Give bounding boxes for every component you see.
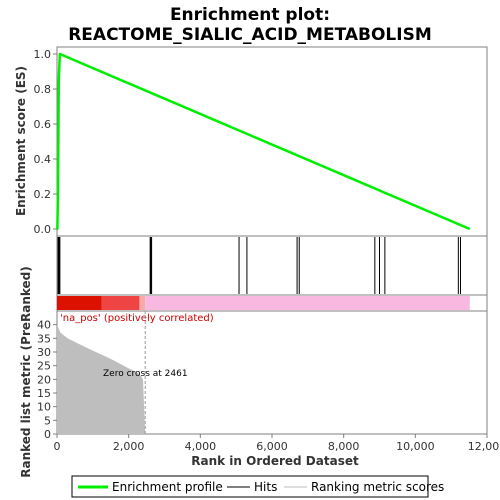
hits-panel [56,235,488,296]
x-axis: 0 2,000 4,000 6,000 8,000 10,000 12,000 [54,434,500,453]
x-tick-label: 6,000 [256,440,288,453]
color-bar-segment [145,296,470,310]
ranking-color-bar [57,296,470,310]
x-tick-label: 4,000 [185,440,217,453]
es-tick-label: 0.0 [34,223,52,236]
es-tick-label: 1.0 [34,48,52,61]
color-bar-segment [101,296,140,310]
legend-enrichment-label: Enrichment profile [112,480,223,494]
ranked-metric-area [57,324,146,434]
es-axis: 0.0 0.2 0.4 0.6 0.8 1.0 [34,48,57,236]
x-tick-label: 2,000 [113,440,145,453]
metric-tick-label: 35 [37,332,51,345]
enrichment-profile-series [56,52,471,231]
color-bar-segment [139,296,146,310]
metric-tick-label: 30 [37,346,51,359]
x-tick-label: 10,000 [396,440,435,453]
legend-metric-label: Ranking metric scores [311,480,444,494]
legend-hits-label: Hits [254,480,277,494]
x-tick-label: 0 [54,440,61,453]
es-tick-label: 0.8 [34,83,52,96]
x-axis-label: Rank in Ordered Dataset [191,454,359,468]
metric-tick-label: 20 [37,373,51,386]
positive-correlation-label: 'na_pos' (positively correlated) [60,313,214,324]
chart-title-line2: REACTOME_SIALIC_ACID_METABOLISM [68,25,432,45]
zero-cross-label: Zero cross at 2461 [103,369,188,379]
metric-tick-label: 25 [37,360,51,373]
es-axis-label: Enrichment score (ES) [14,66,28,216]
metric-axis-label: Ranked list metric (PreRanked) [19,266,33,478]
metric-tick-label: 40 [37,319,51,332]
x-tick-label: 12,000 [468,440,500,453]
metric-tick-label: 5 [44,414,51,427]
es-tick-label: 0.4 [34,153,52,166]
metric-tick-label: 15 [37,387,51,400]
es-tick-label: 0.2 [34,188,52,201]
ranked-metric-series [57,324,146,434]
enrichment-profile-line [56,52,471,231]
es-tick-label: 0.6 [34,118,52,131]
metric-tick-label: 10 [37,401,51,414]
chart-title-line1: Enrichment plot: [170,5,330,25]
metric-tick-label: 0 [44,428,51,441]
hits-series [57,237,461,294]
x-tick-label: 8,000 [328,440,360,453]
color-bar-segment [57,296,102,310]
